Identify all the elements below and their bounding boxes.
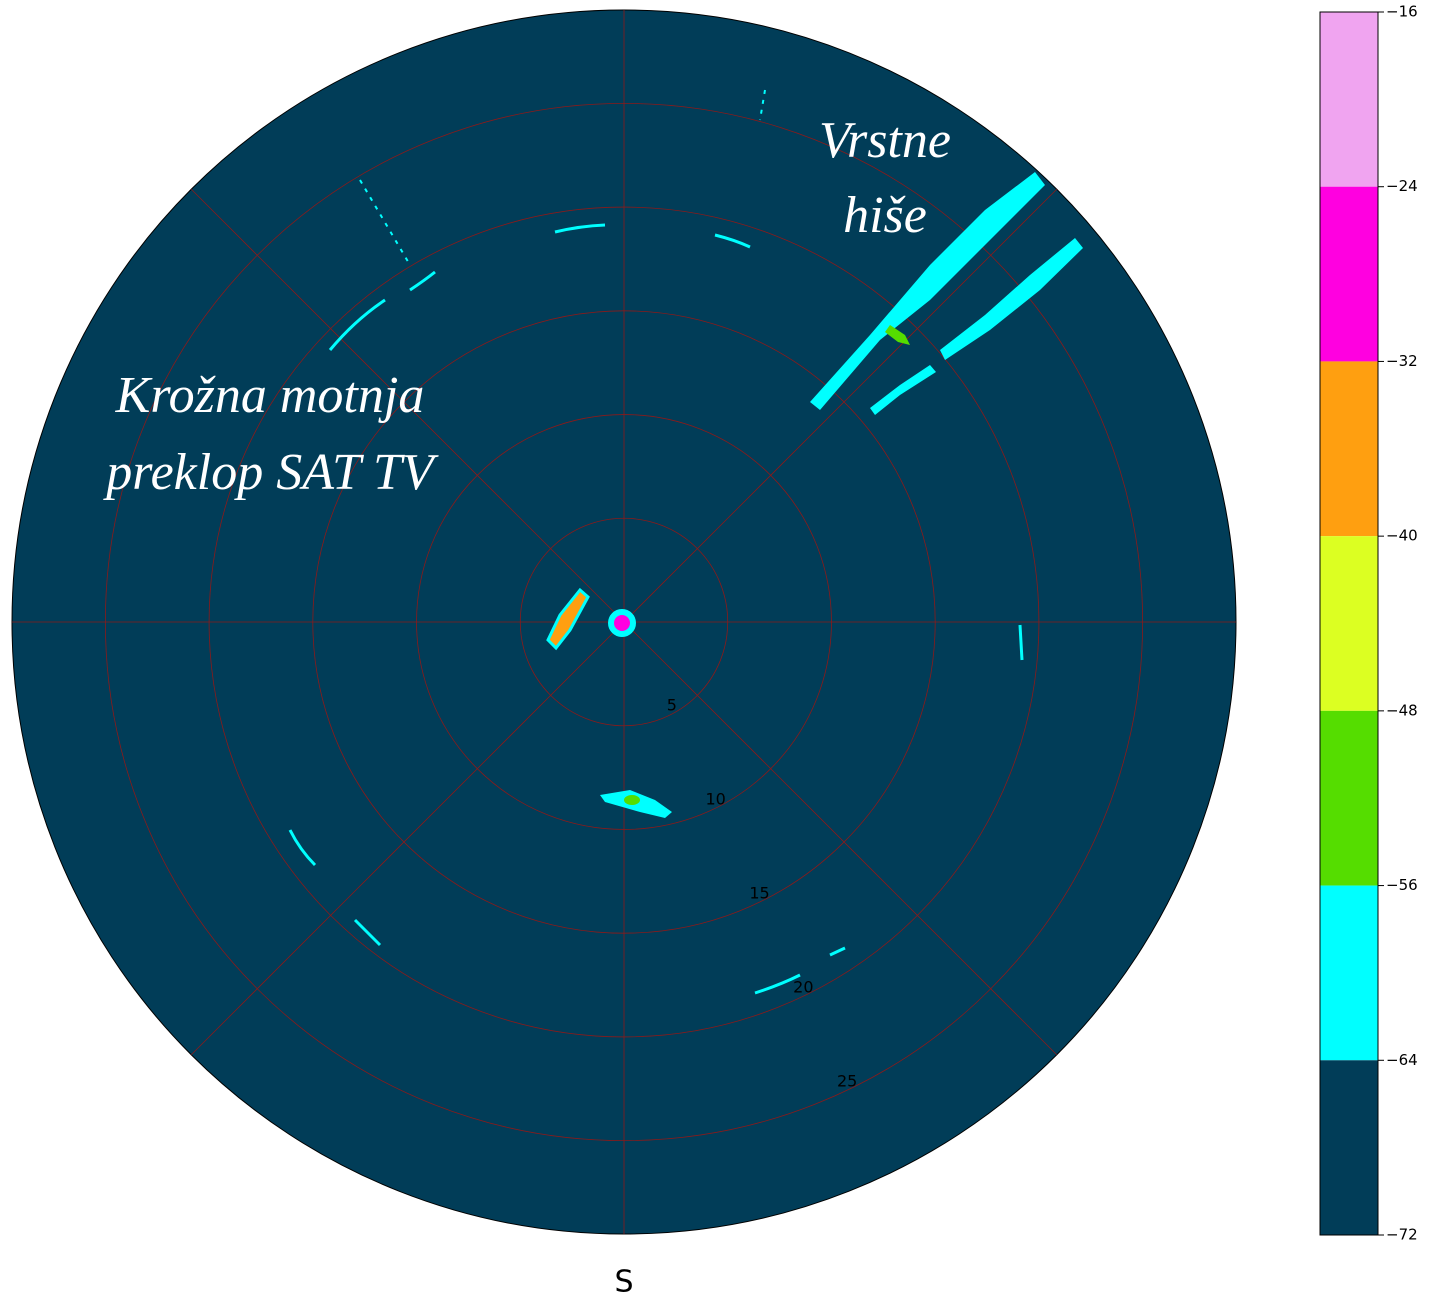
spoke <box>190 188 625 623</box>
colorbar-band <box>1320 186 1378 362</box>
spoke <box>190 621 625 1056</box>
spoke <box>623 621 1058 1056</box>
radar-echoes <box>288 89 1083 995</box>
grid-ring <box>104 102 1144 1142</box>
r-tick-label: 5 <box>667 696 677 715</box>
colorbar-band <box>1320 536 1378 711</box>
annotation: hiše <box>843 187 927 244</box>
colorbar: −16 −24 −32 −40 −48 −56 −64 −72 <box>1319 3 1418 1244</box>
colorbar-tick-label: −72 <box>1386 1226 1418 1244</box>
colorbar-tick-label: −40 <box>1386 527 1418 545</box>
colorbar-tick-label: −24 <box>1386 177 1418 195</box>
spoke <box>623 188 1058 623</box>
grid-ring <box>312 310 936 934</box>
colorbar-band <box>1320 885 1378 1061</box>
r-tick-label: 10 <box>705 790 725 809</box>
echo <box>546 587 590 651</box>
echo <box>870 365 936 415</box>
annotation: Krožna motnja <box>115 367 425 424</box>
echo <box>885 325 910 345</box>
colorbar-tick-label: −64 <box>1386 1051 1418 1069</box>
colorbar-frame <box>1319 11 1379 1236</box>
colorbar-tick-label: −56 <box>1386 876 1418 894</box>
annotation: Vrstne <box>819 112 951 169</box>
grid-ring <box>208 206 1040 1038</box>
grid-ring <box>416 414 832 830</box>
echo <box>608 609 636 637</box>
echo <box>288 223 1024 995</box>
annotation: preklop SAT TV <box>102 444 439 501</box>
echo <box>810 172 1045 410</box>
echo <box>359 89 766 266</box>
echo <box>624 795 640 805</box>
colorbar-band <box>1320 12 1378 187</box>
colorbar-tick-label: −32 <box>1386 352 1418 370</box>
r-tick-label: 15 <box>749 884 769 903</box>
r-tick-label: 20 <box>793 978 813 997</box>
colorbar-band <box>1320 361 1378 537</box>
direction-label: S <box>614 1265 633 1300</box>
colorbar-tick-label: −16 <box>1386 3 1418 21</box>
grid-ring <box>519 517 729 727</box>
colorbar-band <box>1320 710 1378 886</box>
colorbar-tick-label: −48 <box>1386 701 1418 719</box>
colorbar-band <box>1320 1060 1378 1235</box>
echo <box>940 238 1083 360</box>
r-tick-label: 25 <box>837 1072 857 1091</box>
